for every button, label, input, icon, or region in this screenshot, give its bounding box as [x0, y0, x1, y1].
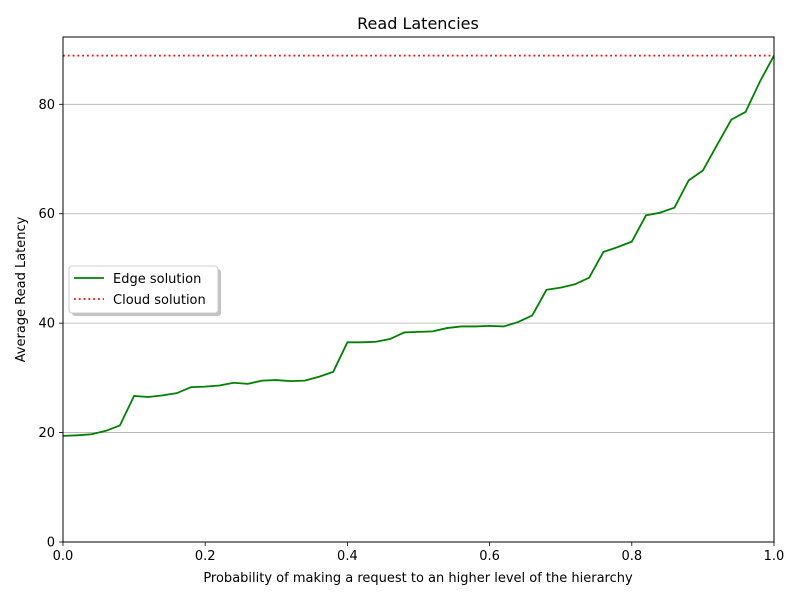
y-tick-label: 80 [38, 98, 55, 113]
y-axis-label: Average Read Latency [14, 216, 29, 362]
y-tick-label: 60 [38, 207, 55, 222]
chart-title: Read Latencies [357, 14, 479, 33]
series-layer [62, 54, 775, 437]
plot-frame [62, 36, 775, 543]
legend: Edge solution Cloud solution [68, 265, 221, 316]
x-axis-label: Probability of making a request to an hi… [203, 571, 633, 586]
y-tick-label: 40 [38, 317, 55, 332]
y-tick-label: 0 [47, 536, 55, 551]
y-tick-label: 20 [38, 426, 55, 441]
x-tick-label: 0.0 [53, 549, 74, 564]
x-tick-label: 0.8 [621, 549, 642, 564]
legend-box [68, 265, 219, 314]
x-axis-ticks: 0.0 0.2 0.4 0.6 0.8 1.0 [53, 542, 785, 564]
series-line-edge-solution [62, 55, 775, 437]
legend-label-edge-solution: Edge solution [113, 272, 201, 287]
y-axis-ticks: 0 20 40 60 80 [38, 98, 63, 551]
x-tick-label: 0.4 [337, 549, 358, 564]
x-tick-label: 0.2 [195, 549, 216, 564]
x-tick-label: 1.0 [764, 549, 785, 564]
x-tick-label: 0.6 [479, 549, 500, 564]
legend-label-cloud-solution: Cloud solution [113, 293, 206, 308]
